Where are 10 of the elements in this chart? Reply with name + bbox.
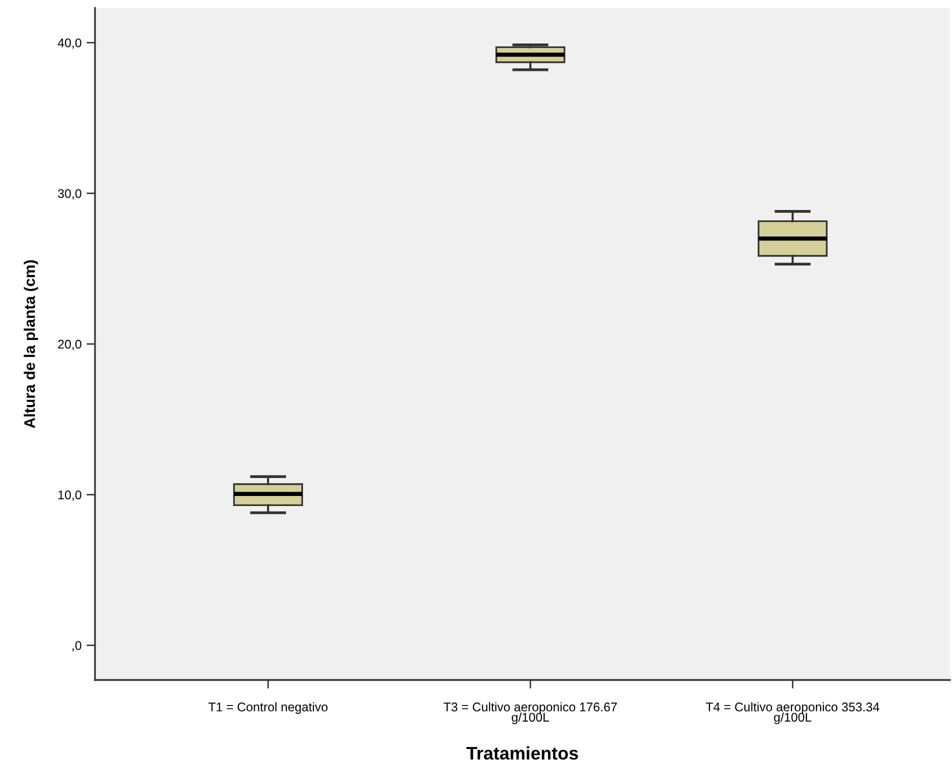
y-tick-label: ,0 [72,641,82,652]
x-axis-title: Tratamientos [466,746,578,760]
x-tick-label: T4 = Cultivo aeroponico 353.34 g/100L [706,702,880,724]
y-tick-label: 10,0 [58,490,82,501]
y-axis-title: Altura de la planta (cm) [24,260,38,428]
y-tick-label: 20,0 [58,340,82,350]
x-tick-label: T1 = Control negativo [208,702,328,714]
y-tick-label: 40,0 [58,38,82,49]
x-tick-label: T3 = Cultivo aeroponico 176.67 g/100L [444,702,617,724]
y-tick-label: 30,0 [58,189,82,200]
